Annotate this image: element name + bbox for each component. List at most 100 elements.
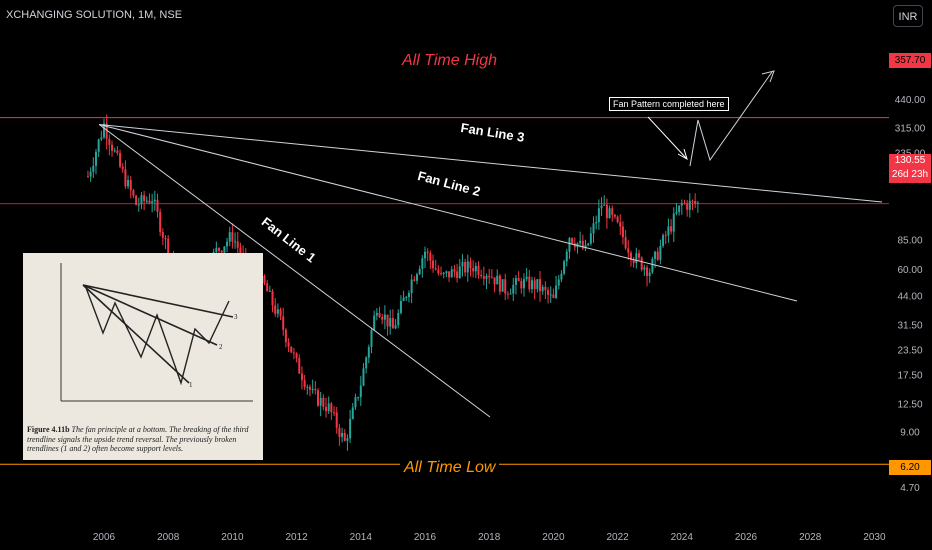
x-tick-label: 2018 xyxy=(478,532,501,543)
candle-body xyxy=(568,238,571,252)
candle-body xyxy=(648,272,651,277)
fan-line-1 xyxy=(98,124,491,418)
currency-button[interactable]: INR xyxy=(893,5,923,27)
textbook-figure-inset: 1 2 3 Figure 4.11b The fan principle at … xyxy=(23,253,263,460)
candle-body xyxy=(359,385,362,398)
candle-body xyxy=(415,274,418,281)
current-price-tag: 130.55 26d 23h xyxy=(889,154,931,183)
y-tick-label: 31.50 xyxy=(897,320,922,331)
note-pointer-head xyxy=(677,148,688,161)
candle-body xyxy=(357,397,360,399)
candle-body xyxy=(145,200,148,202)
candle-body xyxy=(386,314,389,327)
candle-body xyxy=(116,150,119,154)
atl-price-tag: 6.20 xyxy=(889,460,931,475)
candle-body xyxy=(322,397,325,407)
candle-body xyxy=(338,427,341,437)
candle-body xyxy=(608,208,611,219)
candle-body xyxy=(218,247,221,251)
inset-caption-text: The fan principle at a bottom. The break… xyxy=(27,425,249,453)
candle-body xyxy=(402,297,405,301)
candle-body xyxy=(603,204,606,206)
candle-body xyxy=(509,293,512,295)
y-tick-label: 12.50 xyxy=(897,399,922,410)
candle-body xyxy=(638,253,640,258)
candle-body xyxy=(440,273,443,275)
candle-body xyxy=(303,380,306,387)
candle-body xyxy=(129,180,132,191)
candle-body xyxy=(124,169,127,187)
candle-body xyxy=(410,279,413,293)
candle-body xyxy=(490,277,493,279)
candle-body xyxy=(589,233,592,244)
x-tick-label: 2016 xyxy=(414,532,437,543)
projection-arrow-head xyxy=(761,70,775,83)
candle-body xyxy=(488,275,491,278)
candle-body xyxy=(317,390,319,406)
candle-body xyxy=(424,251,426,259)
candle-body xyxy=(627,248,630,253)
candle-body xyxy=(541,286,544,292)
candle-body xyxy=(651,258,654,273)
candle-body xyxy=(148,200,151,204)
candle-body xyxy=(306,386,309,388)
candle-body xyxy=(263,275,266,284)
candle-body xyxy=(311,388,314,390)
candle-body xyxy=(514,278,517,285)
candle-body xyxy=(525,276,528,280)
candle-body xyxy=(135,195,138,205)
candle-body xyxy=(343,433,346,441)
inset-line-3-label: 3 xyxy=(234,313,238,321)
candle-body xyxy=(506,293,509,295)
candle-body xyxy=(437,269,440,274)
candle-body xyxy=(563,261,566,274)
candle-body xyxy=(319,397,322,406)
candle-body xyxy=(560,273,563,280)
candle-body xyxy=(268,290,271,292)
candle-body xyxy=(469,261,472,269)
candle-body xyxy=(667,226,670,236)
candle-body xyxy=(522,279,525,289)
candle-body xyxy=(276,309,279,314)
candle-body xyxy=(418,268,421,275)
candle-body xyxy=(164,237,167,239)
candle-body xyxy=(434,268,437,270)
candle-body xyxy=(445,271,448,273)
candle-body xyxy=(536,279,539,290)
candle-body xyxy=(512,284,515,294)
candle-body xyxy=(161,232,164,238)
candle-body xyxy=(597,208,600,223)
x-tick-label: 2026 xyxy=(735,532,758,543)
y-tick-label: 17.50 xyxy=(897,371,922,382)
candle-body xyxy=(143,195,146,202)
candle-body xyxy=(156,199,159,212)
candle-body xyxy=(94,151,97,166)
candle-body xyxy=(643,267,646,270)
candle-body xyxy=(341,433,344,437)
y-tick-label: 60.00 xyxy=(897,265,922,276)
candle-body xyxy=(167,238,170,260)
candle-body xyxy=(520,281,523,289)
candle-body xyxy=(595,222,598,224)
candle-body xyxy=(686,203,689,210)
x-tick-label: 2014 xyxy=(350,532,373,543)
candle-body xyxy=(290,346,293,353)
all-time-high-label: All Time High xyxy=(398,52,501,70)
candle-body xyxy=(632,259,635,264)
candle-body xyxy=(504,279,507,294)
candle-body xyxy=(121,166,124,170)
candles xyxy=(86,114,699,451)
note-pointer xyxy=(647,116,687,159)
candle-body xyxy=(97,139,100,152)
candle-body xyxy=(517,278,520,282)
all-time-low-label: All Time Low xyxy=(400,459,500,477)
candle-body xyxy=(662,235,665,246)
candle-body xyxy=(381,316,384,320)
candle-body xyxy=(557,279,560,286)
candle-body xyxy=(611,208,614,215)
candle-body xyxy=(498,275,501,292)
candle-body xyxy=(616,216,619,223)
candle-body xyxy=(654,251,657,259)
candle-body xyxy=(584,245,587,249)
